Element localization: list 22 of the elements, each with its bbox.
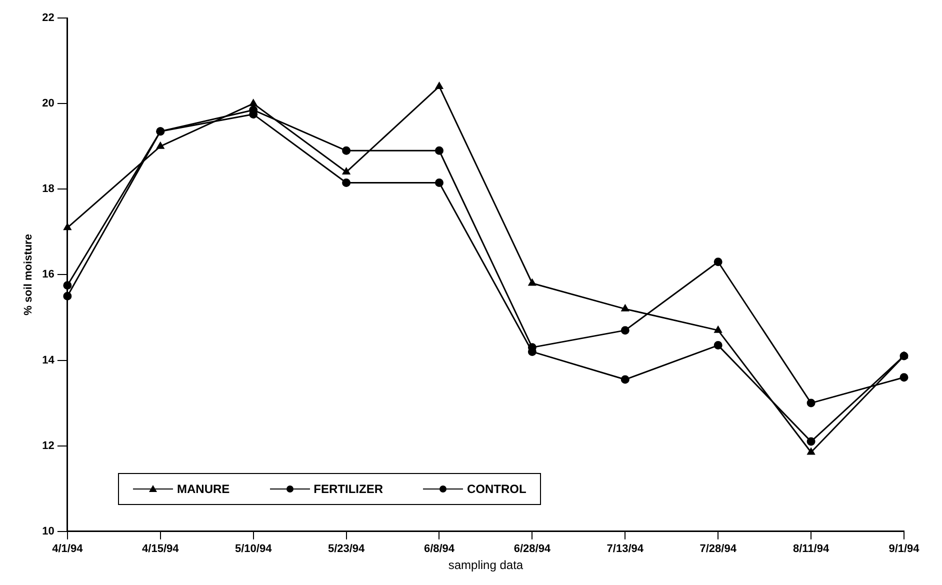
x-tick-label: 7/28/94: [700, 543, 738, 556]
x-tick-label: 4/1/94: [52, 543, 84, 556]
legend-label: MANURE: [177, 482, 230, 496]
x-tick-label: 6/8/94: [424, 543, 456, 556]
y-tick-label: 10: [42, 525, 54, 538]
x-tick-label: 9/1/94: [888, 543, 920, 556]
x-tick-label: 6/28/94: [514, 543, 552, 556]
y-axis-title: % soil moisture: [22, 234, 35, 316]
x-tick-label: 5/10/94: [234, 543, 273, 556]
y-tick-label: 16: [42, 268, 54, 281]
x-tick-label: 8/11/94: [793, 543, 830, 556]
x-tick-label: 7/13/94: [606, 543, 644, 556]
y-tick-label: 18: [42, 183, 54, 196]
x-tick-label: 4/15/94: [142, 543, 180, 556]
x-tick-label: 5/23/94: [328, 543, 366, 556]
legend-label: FERTILIZER: [314, 482, 383, 496]
y-tick-label: 20: [42, 98, 54, 110]
y-tick-label: 22: [42, 12, 54, 24]
legend-label: CONTROL: [467, 482, 526, 496]
x-axis-title: sampling data: [448, 558, 524, 572]
y-tick-label: 12: [42, 440, 54, 452]
y-tick-label: 14: [42, 354, 56, 366]
